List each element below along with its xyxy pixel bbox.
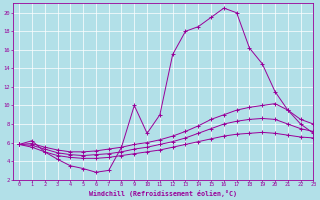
X-axis label: Windchill (Refroidissement éolien,°C): Windchill (Refroidissement éolien,°C) xyxy=(89,190,237,197)
